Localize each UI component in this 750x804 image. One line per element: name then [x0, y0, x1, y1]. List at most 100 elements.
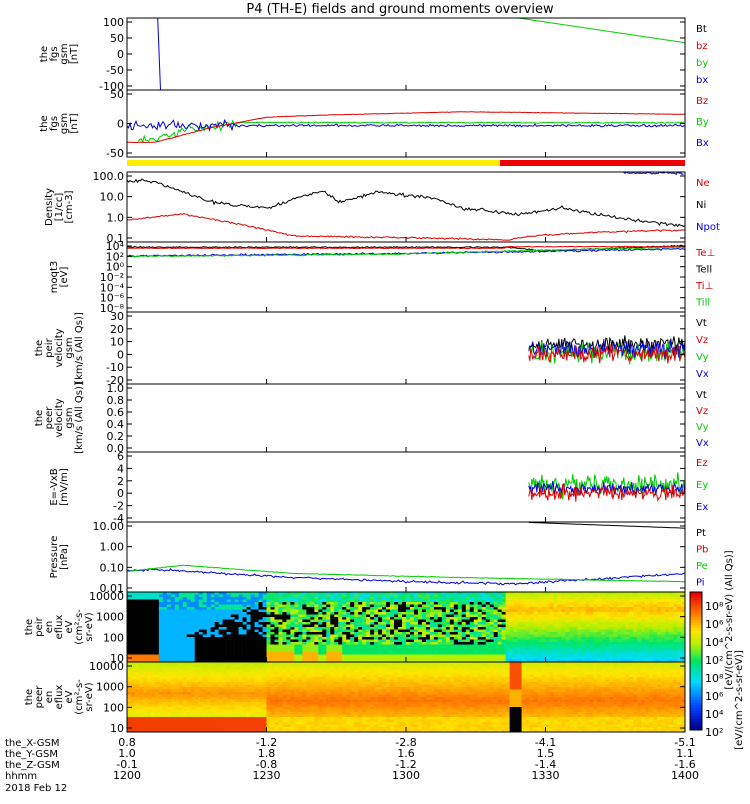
spectrogram-peir-cell — [286, 632, 291, 635]
spectrogram-peir-cell — [581, 649, 586, 653]
spectrogram-peir-cell — [298, 599, 303, 603]
spectrogram-peir-cell — [206, 622, 211, 625]
spectrogram-peir-cell — [166, 639, 172, 643]
spectrogram-peir-cell — [477, 622, 483, 625]
spectrogram-peir-cell — [537, 659, 542, 663]
spectrogram-peir-cell — [477, 604, 483, 608]
spectrogram-peir-cell — [597, 647, 602, 650]
spectrogram-peir-cell — [338, 634, 343, 638]
spectrogram-peer-cell — [262, 689, 267, 693]
spectrogram-peer-cell — [170, 719, 176, 723]
spectrogram-peir-cell — [485, 592, 490, 595]
spectrogram-peir-cell — [234, 629, 239, 633]
spectrogram-peir-cell — [354, 652, 359, 655]
spectrogram-peir-cell — [398, 634, 403, 638]
spectrogram-peer-cell — [158, 672, 164, 675]
spectrogram-peir-cell — [218, 622, 223, 625]
spectrogram-peir-cell — [589, 604, 594, 608]
spectrogram-peer-cell — [182, 704, 188, 708]
spectrogram-peir-cell — [274, 654, 279, 658]
spectrogram-peir-cell — [394, 659, 399, 663]
spectrogram-peir-cell — [469, 602, 475, 605]
spectrogram-peir-cell — [242, 599, 247, 603]
spectrogram-peer-cell — [258, 684, 263, 688]
spectrogram-peir-cell — [553, 612, 558, 615]
spectrogram-peir-cell — [358, 627, 363, 630]
spectrogram-peir-cell — [330, 654, 335, 658]
spectrogram-peir-cell — [330, 624, 335, 628]
spectrogram-peer-cell — [222, 684, 227, 688]
spectrogram-peir-cell — [170, 632, 176, 635]
spectrogram-peir-cell — [314, 649, 319, 653]
spectrogram-peer-cell — [250, 689, 255, 693]
spectrogram-peir-cell — [310, 639, 315, 643]
spectrogram-peir-cell — [413, 592, 419, 595]
spectrogram-peir-cell — [545, 597, 550, 600]
spectrogram-peir-cell — [158, 592, 164, 595]
spectrogram-peir-cell — [258, 607, 263, 610]
spectrogram-peir-cell — [433, 614, 439, 618]
spectrogram-peir-cell — [258, 634, 263, 638]
spectrogram-peir-cell — [278, 634, 283, 638]
spectrogram-peer-cell — [130, 729, 136, 733]
spectrogram-peir-cell — [266, 639, 271, 643]
spectrogram-peir-cell — [246, 629, 251, 633]
spectrogram-peir-cell — [150, 597, 156, 600]
spectrogram-peir-cell — [421, 654, 427, 658]
spectrogram-peir-cell — [330, 622, 335, 625]
spectrogram-peir-cell — [134, 637, 140, 640]
spectrogram-peir-cell — [206, 632, 211, 635]
spectrogram-peir-cell — [569, 632, 574, 635]
spectrogram-peir-cell — [178, 607, 184, 610]
spectrogram-peer-cell — [238, 709, 243, 713]
spectrogram-peir-cell — [282, 594, 287, 598]
spectrogram-peir-cell — [346, 627, 351, 630]
spectrogram-peer-cell — [182, 674, 188, 678]
spectrogram-peir-cell — [485, 612, 490, 615]
spectrogram-peir-cell — [190, 622, 196, 625]
spectrogram-peir-cell — [477, 627, 483, 630]
spectrogram-peir-cell — [402, 607, 407, 610]
spectrogram-peir-cell — [174, 612, 180, 615]
spectrogram-peer-cell — [238, 712, 243, 715]
spectrogram-peir-cell — [262, 607, 267, 610]
spectrogram-peir-cell — [178, 614, 184, 618]
spectrogram-peir-cell — [334, 604, 339, 608]
spectrogram-peir-cell — [609, 619, 614, 623]
spectrogram-peir-cell — [633, 637, 638, 640]
spectrogram-peir-cell — [473, 602, 479, 605]
spectrogram-peer-cell — [158, 704, 164, 708]
spectrogram-peer-cell — [142, 719, 148, 723]
spectrogram-peir-cell — [190, 624, 196, 628]
spectrogram-peir-cell — [509, 617, 514, 620]
spectrogram-peir-cell — [613, 634, 618, 638]
spectrogram-peer-cell — [270, 684, 275, 688]
spectrogram-peir-cell — [461, 622, 467, 625]
spectrogram-peir-cell — [509, 607, 514, 610]
spectrogram-peir-cell — [441, 657, 447, 660]
spectrogram-peir-cell — [641, 597, 646, 600]
spectrogram-peir-cell — [497, 629, 502, 633]
spectrogram-peer-cell — [206, 674, 211, 678]
spectrogram-peer-cell — [162, 662, 168, 665]
spectrogram-peir-cell — [282, 632, 287, 635]
spectrogram-peer-cell — [250, 722, 255, 725]
spectrogram-peir-cell — [390, 654, 395, 658]
spectrogram-peir-cell — [366, 592, 371, 595]
spectrogram-peer-cell — [154, 717, 160, 720]
spectrogram-peir-cell — [425, 619, 431, 623]
spectrogram-peir-cell — [362, 622, 367, 625]
spectrogram-peir-cell — [238, 627, 243, 630]
spectrogram-peir-cell — [637, 637, 642, 640]
spectrogram-peir-cell — [553, 607, 558, 610]
spectrogram-peir-cell — [465, 602, 471, 605]
spectrogram-peir-cell — [673, 599, 678, 603]
spectrogram-peir-cell — [653, 657, 658, 660]
spectrogram-peir-cell — [402, 642, 407, 645]
spectrogram-peir-cell — [657, 617, 662, 620]
spectrogram-peer-cell — [206, 702, 211, 705]
spectrogram-peer-cell — [238, 672, 243, 675]
spectrogram-peir-cell — [589, 607, 594, 610]
spectrogram-peir-cell — [505, 602, 510, 605]
spectrogram-peir-cell — [481, 629, 487, 633]
